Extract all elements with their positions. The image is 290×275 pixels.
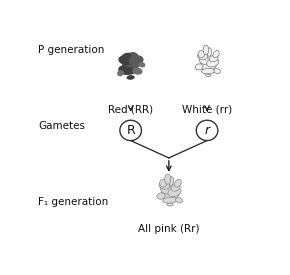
Ellipse shape xyxy=(118,71,123,76)
Ellipse shape xyxy=(200,59,217,71)
Ellipse shape xyxy=(130,56,143,65)
Ellipse shape xyxy=(168,187,181,197)
Ellipse shape xyxy=(205,74,211,76)
Ellipse shape xyxy=(213,51,219,58)
Ellipse shape xyxy=(207,48,212,56)
Circle shape xyxy=(196,120,218,141)
Ellipse shape xyxy=(157,193,165,199)
Text: F₁ generation: F₁ generation xyxy=(39,197,109,207)
Ellipse shape xyxy=(122,53,130,59)
Ellipse shape xyxy=(214,69,220,73)
Text: All pink (Rr): All pink (Rr) xyxy=(138,224,200,234)
Ellipse shape xyxy=(175,198,182,203)
Ellipse shape xyxy=(133,68,142,74)
Ellipse shape xyxy=(165,174,171,184)
Text: R: R xyxy=(126,124,135,137)
Ellipse shape xyxy=(199,57,210,64)
Ellipse shape xyxy=(127,76,134,79)
Text: P generation: P generation xyxy=(39,45,105,55)
Ellipse shape xyxy=(163,197,177,203)
Ellipse shape xyxy=(168,177,174,186)
Text: Red (RR): Red (RR) xyxy=(108,105,153,115)
Ellipse shape xyxy=(123,59,139,71)
Ellipse shape xyxy=(203,45,209,55)
Ellipse shape xyxy=(197,53,208,60)
Ellipse shape xyxy=(121,68,136,74)
Ellipse shape xyxy=(198,51,205,58)
Ellipse shape xyxy=(119,56,131,65)
Ellipse shape xyxy=(167,203,173,206)
Ellipse shape xyxy=(161,185,173,194)
Ellipse shape xyxy=(128,53,138,60)
Ellipse shape xyxy=(171,184,180,191)
Circle shape xyxy=(120,120,142,141)
Text: r: r xyxy=(204,124,210,137)
Ellipse shape xyxy=(161,188,179,200)
Ellipse shape xyxy=(207,58,219,67)
Text: White (rr): White (rr) xyxy=(182,105,232,115)
Ellipse shape xyxy=(160,180,167,187)
Text: Gametes: Gametes xyxy=(39,121,86,131)
Ellipse shape xyxy=(209,55,218,62)
Ellipse shape xyxy=(139,63,145,67)
Ellipse shape xyxy=(202,68,215,74)
Ellipse shape xyxy=(159,182,170,189)
Ellipse shape xyxy=(195,64,203,70)
Ellipse shape xyxy=(119,66,127,72)
Ellipse shape xyxy=(174,179,181,187)
